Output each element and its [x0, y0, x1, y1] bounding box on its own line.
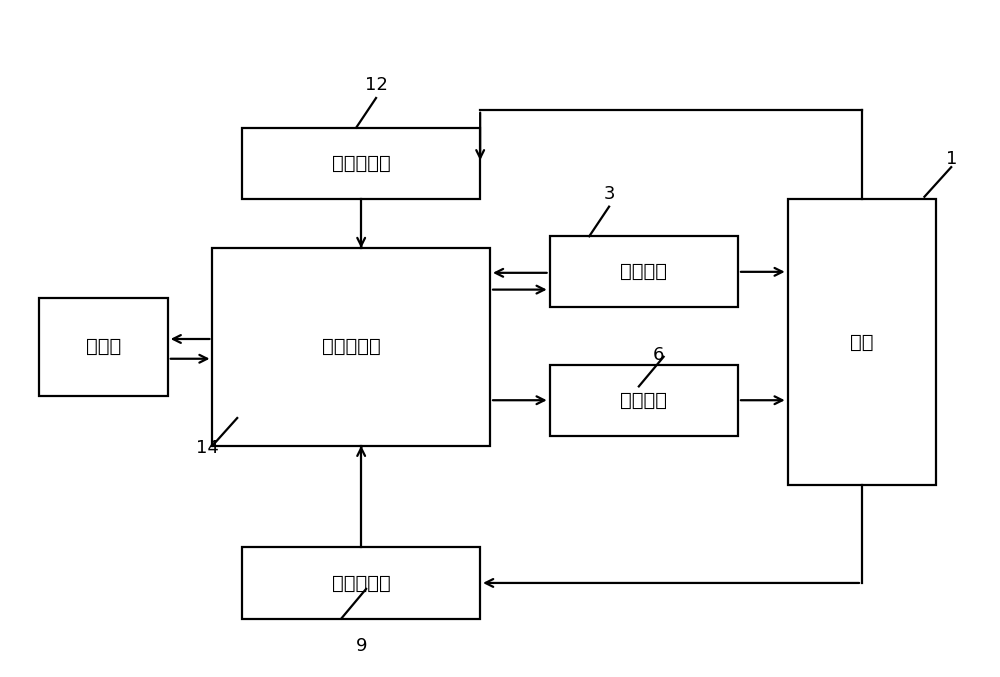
Bar [550, 365, 738, 436]
Text: 12: 12 [365, 76, 387, 94]
Text: 6: 6 [653, 346, 664, 364]
Bar [39, 297, 168, 396]
Text: 温度传感器: 温度传感器 [332, 154, 391, 173]
Text: 液位传感器: 液位传感器 [332, 573, 391, 592]
Bar [550, 236, 738, 307]
Bar [788, 199, 936, 485]
Text: 9: 9 [355, 637, 367, 655]
Text: 信息处理器: 信息处理器 [322, 337, 381, 356]
Text: 风扇电机: 风扇电机 [620, 262, 667, 282]
Bar [242, 548, 480, 619]
Text: 扇叶: 扇叶 [850, 332, 874, 351]
Bar [212, 248, 490, 445]
Text: 冷凝水泵: 冷凝水泵 [620, 391, 667, 410]
Text: 14: 14 [196, 439, 219, 457]
Text: 显示器: 显示器 [86, 337, 121, 356]
Text: 1: 1 [946, 150, 957, 168]
Bar [242, 128, 480, 199]
Text: 3: 3 [603, 185, 615, 203]
